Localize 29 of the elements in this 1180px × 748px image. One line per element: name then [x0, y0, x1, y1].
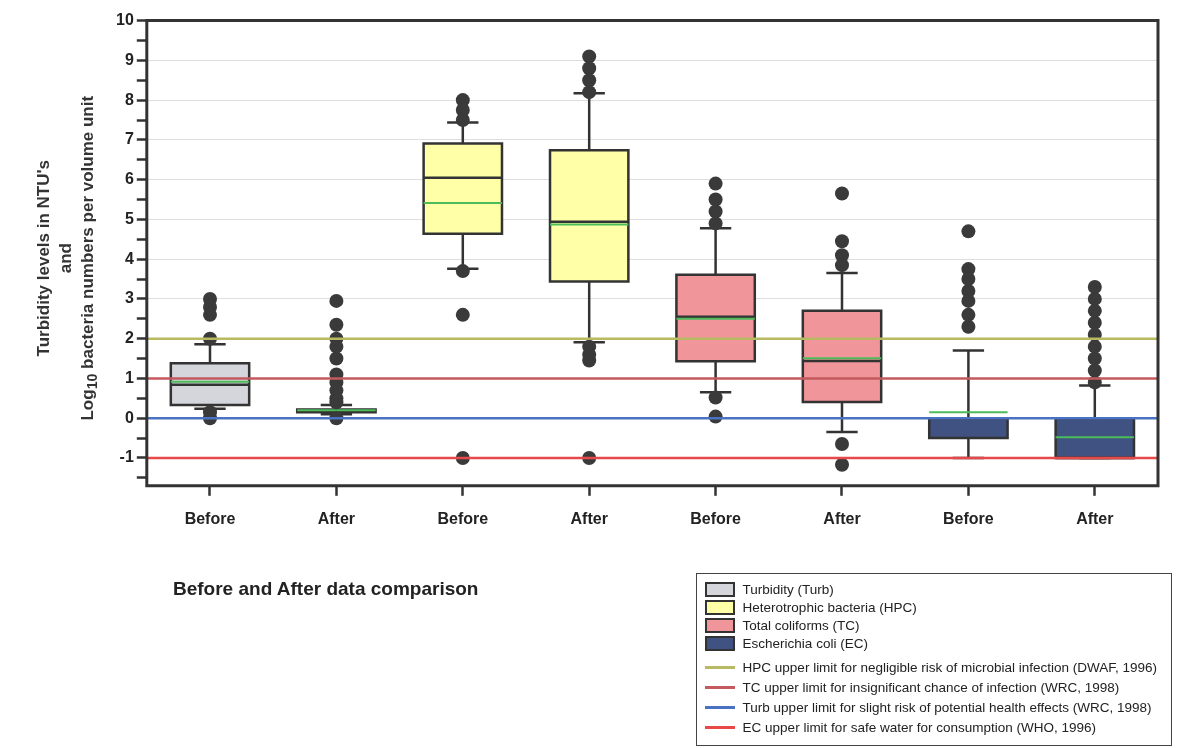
- y-tick-label: 10: [116, 11, 134, 29]
- y-tick-label: 5: [124, 209, 134, 227]
- legend-label: Turbidity (Turb): [742, 581, 834, 597]
- x-tick-label: Before: [184, 509, 236, 527]
- y-tick-label: 3: [124, 289, 134, 307]
- x-tick-label: After: [1076, 509, 1114, 527]
- legend-label: Turb upper limit for slight risk of potential health effects (WRC, 1998): [742, 699, 1152, 715]
- legend-label: Escherichia coli (EC): [742, 635, 868, 651]
- y-tick-label: 0: [124, 408, 134, 426]
- y-tick-label: 8: [124, 90, 134, 108]
- y-tick-label: -1: [119, 448, 134, 466]
- legend-label: Heterotrophic bacteria (HPC): [742, 599, 917, 615]
- y-tick-label: 1: [124, 368, 134, 386]
- y-tick-label: 6: [124, 170, 134, 188]
- x-tick-label: After: [317, 509, 356, 527]
- y-tick-label: 9: [124, 50, 134, 68]
- legend-label: EC upper limit for safe water for consumption (WHO, 1996): [742, 719, 1096, 735]
- text: Before and After data comparison: [173, 578, 479, 600]
- x-tick-label: After: [823, 509, 861, 527]
- legend-label: HPC upper limit for negligible risk of microbial infection (DWAF, 1996): [742, 659, 1157, 675]
- y-tick-label: 2: [124, 329, 134, 347]
- legend-label: Total coliforms (TC): [742, 617, 860, 633]
- x-tick-label: Before: [437, 509, 489, 527]
- x-tick-label: After: [570, 509, 608, 527]
- legend-label: TC upper limit for insignificant chance of infection (WRC, 1998): [742, 679, 1120, 695]
- y-tick-label: 7: [124, 130, 134, 148]
- x-tick-label: Before: [690, 509, 742, 527]
- y-tick-label: 4: [124, 249, 134, 267]
- x-tick-label: Before: [943, 509, 994, 527]
